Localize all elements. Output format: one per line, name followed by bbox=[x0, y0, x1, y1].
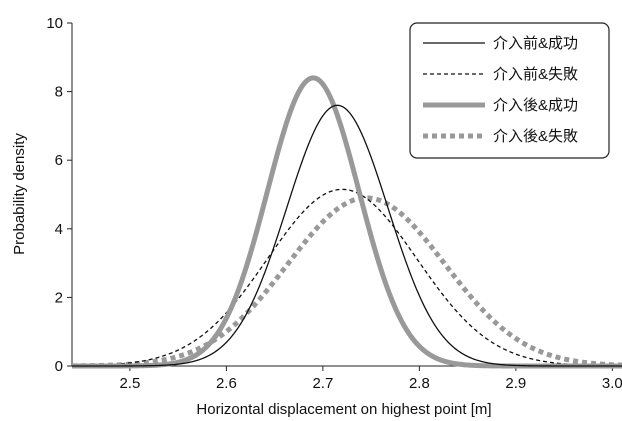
ticks: 2.5 2.6 2.7 2.8 2.9 3.0 0 2 4 6 8 10 bbox=[46, 15, 622, 392]
series-line-4 bbox=[70, 195, 622, 369]
x-tick-label: 2.6 bbox=[216, 375, 237, 392]
legend-box bbox=[409, 22, 610, 159]
x-axis-label: Horizontal displacement on highest point… bbox=[196, 401, 491, 418]
series-line-1 bbox=[72, 104, 622, 367]
y-axis-label: Probability density bbox=[11, 133, 28, 255]
legend-label-1: 介入前&成功 bbox=[493, 35, 578, 52]
y-tick-label: 6 bbox=[55, 152, 63, 169]
series-line-2 bbox=[71, 188, 622, 367]
x-tick-label: 3.0 bbox=[602, 375, 622, 392]
x-tick-label: 2.8 bbox=[409, 375, 430, 392]
legend-label-2: 介入前&失敗 bbox=[493, 66, 578, 83]
y-tick-label: 2 bbox=[55, 289, 63, 306]
y-tick-label: 8 bbox=[55, 84, 63, 101]
x-tick-label: 2.9 bbox=[505, 375, 526, 392]
x-tick-label: 2.5 bbox=[119, 375, 140, 392]
y-tick-label: 0 bbox=[55, 358, 63, 375]
curves bbox=[70, 75, 622, 369]
legend-label-4: 介入後&失敗 bbox=[493, 128, 578, 145]
y-tick-label: 4 bbox=[55, 221, 63, 238]
legend-label-3: 介入後&成功 bbox=[493, 97, 578, 114]
y-tick-label: 10 bbox=[46, 15, 63, 32]
x-tick-label: 2.7 bbox=[312, 375, 333, 392]
